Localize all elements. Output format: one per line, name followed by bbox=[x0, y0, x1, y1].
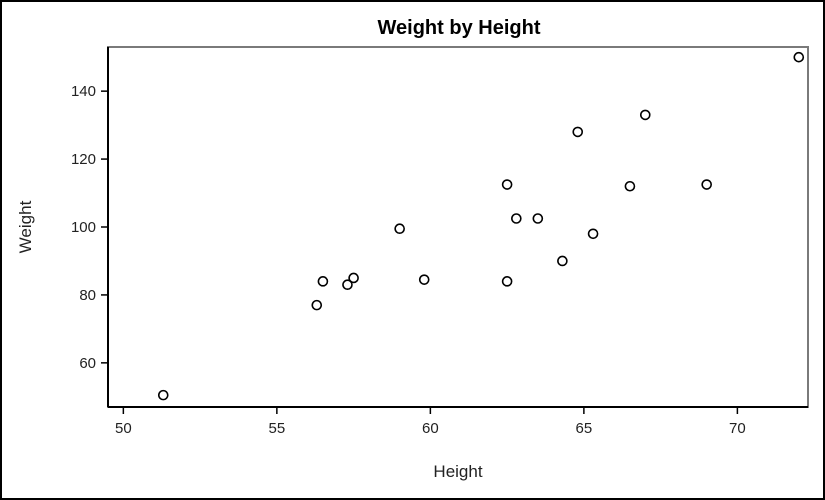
y-tick-label: 80 bbox=[79, 287, 96, 304]
y-tick-label: 60 bbox=[79, 355, 96, 372]
chart-title: Weight by Height bbox=[378, 17, 541, 39]
y-tick-label: 120 bbox=[71, 151, 96, 168]
data-point bbox=[501, 179, 513, 190]
x-axis-label: Height bbox=[433, 462, 482, 481]
data-points bbox=[157, 51, 805, 401]
x-tick-label: 60 bbox=[422, 420, 439, 437]
data-point bbox=[701, 179, 712, 190]
x-tick-label: 50 bbox=[115, 420, 132, 437]
x-tick-label: 55 bbox=[269, 420, 286, 437]
y-tick-label: 140 bbox=[71, 83, 96, 100]
data-point bbox=[342, 279, 353, 291]
x-tick-label: 70 bbox=[729, 420, 746, 437]
y-axis-ticks: 60 80 100 120 140 bbox=[71, 83, 108, 372]
plot-area bbox=[107, 46, 809, 408]
x-tick-label: 65 bbox=[576, 420, 593, 437]
data-point bbox=[501, 276, 513, 287]
x-axis-ticks: 50 55 60 65 70 bbox=[115, 407, 746, 437]
data-point bbox=[511, 213, 522, 224]
data-point bbox=[317, 276, 329, 287]
data-point bbox=[311, 299, 323, 311]
data-point bbox=[532, 213, 544, 224]
data-point bbox=[557, 255, 568, 267]
data-point bbox=[157, 389, 169, 401]
data-point bbox=[572, 126, 584, 138]
data-point bbox=[639, 109, 651, 121]
data-point bbox=[348, 272, 359, 284]
data-point bbox=[793, 51, 805, 63]
y-tick-label: 100 bbox=[71, 219, 96, 236]
data-point bbox=[418, 274, 430, 285]
y-axis-label: Weight bbox=[16, 200, 35, 253]
data-point bbox=[587, 228, 599, 240]
data-point bbox=[624, 180, 636, 192]
data-point bbox=[394, 223, 405, 234]
